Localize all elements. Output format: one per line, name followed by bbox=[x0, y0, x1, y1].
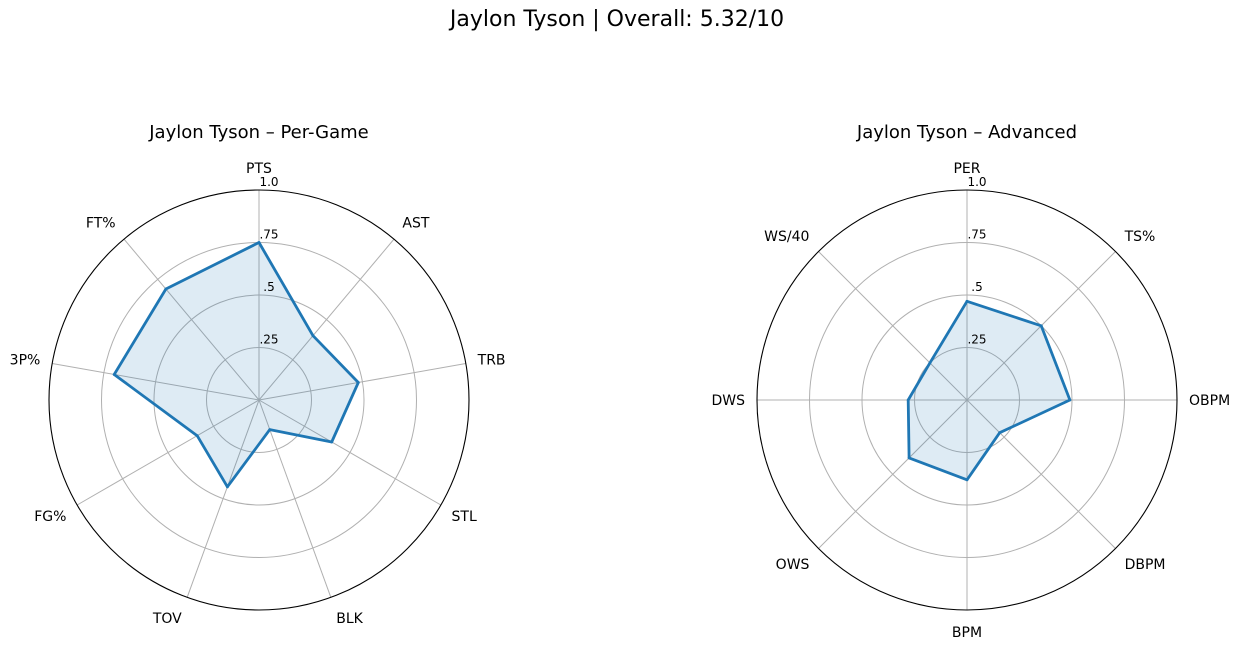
axis-label-ws-40: WS/40 bbox=[764, 229, 809, 245]
axis-label-fg-pct: FG% bbox=[34, 509, 66, 525]
grid-spoke bbox=[966, 399, 1116, 549]
data-point-trb bbox=[356, 381, 360, 384]
axis-label-ft-pct: FT% bbox=[86, 215, 116, 231]
data-point-ast bbox=[311, 334, 315, 338]
outer-frame bbox=[756, 189, 1178, 611]
axis-label-pts: PTS bbox=[246, 161, 272, 177]
axis-label-dbpm: DBPM bbox=[1125, 557, 1166, 573]
outer-frame bbox=[48, 189, 470, 611]
grid-spoke bbox=[258, 399, 332, 598]
grid-spoke bbox=[52, 363, 260, 401]
axis-label-tov: TOV bbox=[152, 611, 182, 627]
series-fill-area bbox=[114, 242, 359, 487]
data-point-dws bbox=[906, 398, 910, 402]
grid-spoke bbox=[76, 399, 260, 506]
axis-label-trb: TRB bbox=[477, 353, 506, 369]
data-point-ows bbox=[907, 456, 911, 460]
data-point-tov bbox=[225, 485, 229, 489]
radial-tick-label: 1.0 bbox=[967, 175, 986, 189]
data-point-per bbox=[965, 299, 969, 303]
radial-tick-label: .25 bbox=[259, 333, 278, 347]
radial-tick-label: .5 bbox=[971, 280, 982, 294]
data-point-obpm bbox=[1068, 398, 1072, 402]
axis-label-3p-pct: 3P% bbox=[10, 353, 41, 369]
subplot-title: Jaylon Tyson – Advanced bbox=[856, 122, 1077, 143]
axis-label-ts-pct: TS% bbox=[1124, 229, 1156, 245]
axis-label-stl: STL bbox=[452, 509, 477, 525]
figure-title: Jaylon Tyson | Overall: 5.32/10 bbox=[449, 7, 785, 32]
data-point-blk bbox=[268, 428, 272, 432]
data-point-ws-40 bbox=[928, 361, 932, 365]
subplot-title: Jaylon Tyson – Per-Game bbox=[148, 122, 369, 143]
radial-tick-label: .75 bbox=[259, 228, 278, 242]
radial-tick-label: 1.0 bbox=[259, 175, 278, 189]
data-point-ft-pct bbox=[164, 287, 168, 291]
data-point-dbpm bbox=[998, 431, 1002, 435]
grid-spoke bbox=[186, 399, 260, 598]
axis-label-blk: BLK bbox=[336, 611, 363, 627]
data-point-3p-pct bbox=[112, 373, 116, 376]
radial-tick-label: .25 bbox=[967, 333, 986, 347]
series-fill-area bbox=[908, 301, 1070, 480]
axis-label-ows: OWS bbox=[776, 557, 810, 573]
grid-spoke bbox=[258, 238, 395, 401]
series-line bbox=[112, 241, 360, 489]
grid-spoke bbox=[258, 363, 466, 401]
data-point-fg-pct bbox=[195, 434, 199, 438]
radial-tick-label: .5 bbox=[263, 280, 274, 294]
radial-tick-label: .75 bbox=[967, 228, 986, 242]
axis-label-dws: DWS bbox=[711, 393, 745, 409]
grid-spoke bbox=[818, 251, 968, 401]
axis-label-per: PER bbox=[953, 161, 980, 177]
grid-spoke bbox=[818, 399, 968, 549]
data-point-ts-pct bbox=[1039, 324, 1043, 328]
grid-spoke bbox=[123, 238, 260, 401]
axis-label-bpm: BPM bbox=[952, 625, 982, 641]
data-point-bpm bbox=[965, 478, 969, 482]
axis-label-obpm: OBPM bbox=[1189, 393, 1230, 409]
axis-label-ast: AST bbox=[402, 215, 429, 231]
grid-spoke bbox=[258, 399, 442, 506]
data-point-pts bbox=[257, 241, 261, 244]
data-point-stl bbox=[330, 440, 334, 444]
